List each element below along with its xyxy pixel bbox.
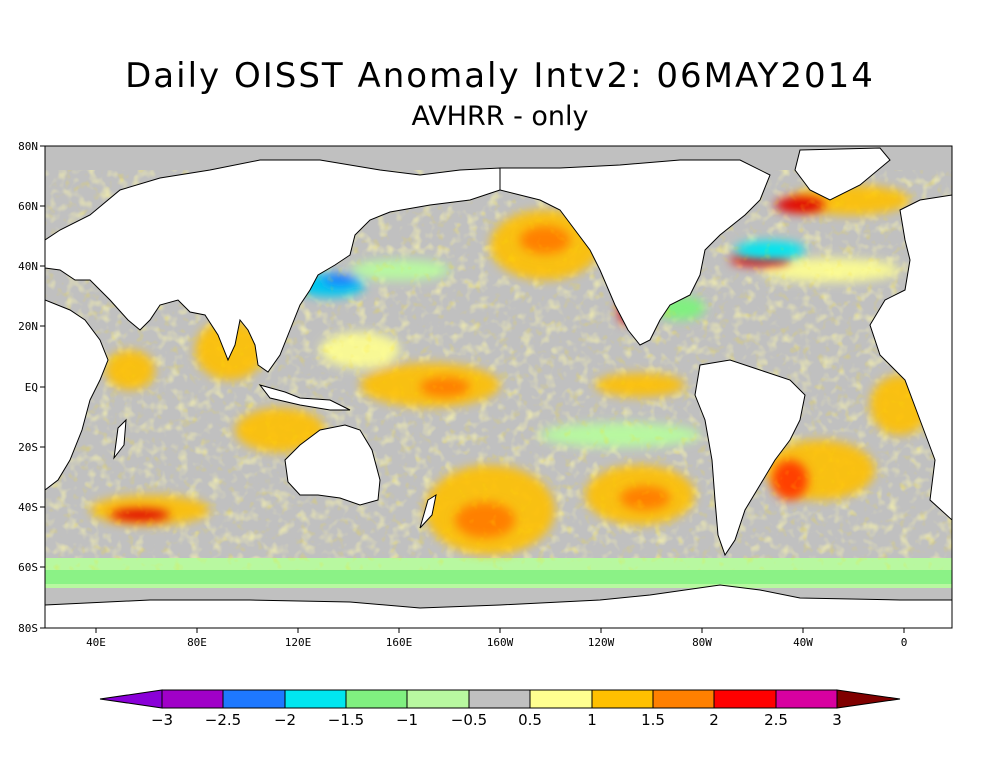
lat-label: 40S [18,501,38,514]
colorbar-cell [775,689,838,709]
land-masses [45,147,952,628]
colorbar-cell [529,689,593,709]
lat-label: 40N [18,260,38,273]
south-america-landmass [694,359,806,557]
colorbar-cell [713,689,777,709]
lat-label: EQ [24,381,38,394]
colorbar-label: 1 [587,711,597,729]
lon-label: 40E [86,636,106,649]
colorbar-arrow-right [836,689,901,709]
lat-label: 20S [18,441,38,454]
eurasia-landmass [45,159,501,373]
colorbar-cell [406,689,470,709]
lon-label: 120W [587,636,615,649]
colorbar-label: 3 [832,711,842,729]
colorbar-label: −3 [150,711,174,729]
colorbar-label: −2 [273,711,297,729]
new-zealand [419,493,437,529]
australia-landmass [284,424,381,506]
colorbar-arrow-left [99,689,163,709]
colorbar-label: 2.5 [764,711,788,729]
colorbar-cell [284,689,347,709]
colorbar-cell [468,689,531,709]
map-title: Daily OISST Anomaly Intv2: 06MAY2014 [125,56,875,96]
indonesia-islands [258,384,351,411]
lon-label: 80E [187,636,207,649]
lat-label: 80S [18,622,38,635]
lon-label: 0 [900,636,908,649]
lon-label: 120E [284,636,312,649]
colorbar-cell [591,689,654,709]
map-subtitle: AVHRR - only [411,101,589,132]
lon-label: 80W [692,636,712,649]
north-america-landmass [499,159,771,346]
colorbar-cell [345,689,408,709]
colorbar-label: −2.5 [204,711,242,729]
greenland [794,147,891,201]
colorbar-label: 2 [709,711,719,729]
colorbar-label: −0.5 [450,711,488,729]
lon-label: 40W [793,636,813,649]
europe-africa-east-edge [869,194,952,521]
colorbar-label: 1.5 [641,711,665,729]
lat-label: 60N [18,200,38,213]
colorbar-label: −1.5 [327,711,365,729]
madagascar [113,418,127,460]
colorbar-cell [652,689,715,709]
lon-label: 160W [486,636,514,649]
lat-label: 60S [18,561,38,574]
colorbar-label: 0.5 [518,711,542,729]
map-tick-marks [40,145,905,633]
colorbar-cell [222,689,286,709]
antarctica [45,584,952,628]
colorbar [99,689,901,709]
lon-label: 160E [385,636,413,649]
colorbar-label: −1 [395,711,419,729]
lat-label: 20N [18,320,38,333]
colorbar-cell [161,689,224,709]
africa-landmass [45,299,109,491]
lat-label: 80N [18,140,38,153]
